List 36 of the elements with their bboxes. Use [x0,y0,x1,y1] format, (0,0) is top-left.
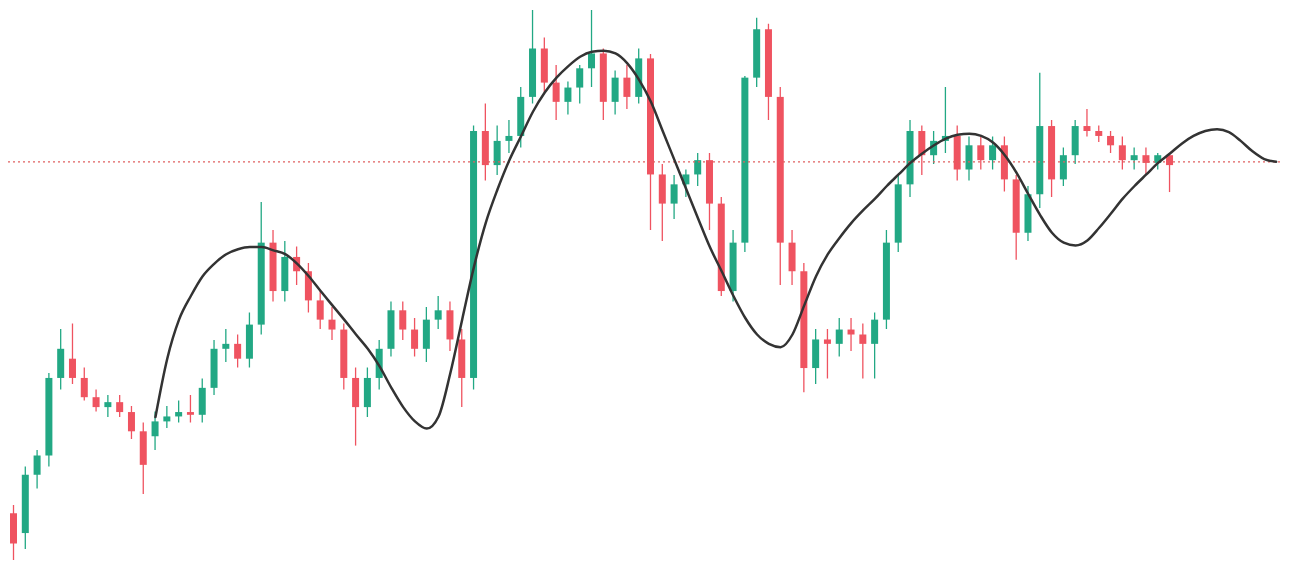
candlestick [163,405,171,429]
candlestick [694,152,702,187]
candlestick [92,388,100,413]
candlestick [505,119,513,154]
candlestick [859,322,867,380]
candlestick [116,394,124,418]
candlestick [33,449,41,490]
candlestick [847,317,855,352]
candlestick [175,399,183,424]
candlestick [1107,130,1115,154]
candlestick [411,317,419,358]
candlestick [823,328,831,380]
candlestick [835,317,843,358]
candlestick [623,64,631,110]
candlestick [104,394,112,418]
candlestick [1142,146,1150,176]
candlestick [564,80,572,116]
candlestick [1118,135,1126,171]
candlestick [127,405,135,440]
candlestick [588,10,596,88]
candlestick [989,135,997,171]
candlestick [68,322,76,385]
candlestick [576,64,584,105]
candlestick [222,328,230,363]
candlestick [186,394,194,424]
candlestick [977,135,985,171]
candlestick [80,366,88,402]
candlestick [151,410,159,451]
candlestick [1130,146,1138,171]
candlestick [234,333,242,369]
candlestick [328,306,336,341]
candlestick [434,295,442,330]
candlestick [670,174,678,220]
candlestick [399,300,407,341]
candlestick [552,64,560,121]
candlestick [1083,108,1091,138]
